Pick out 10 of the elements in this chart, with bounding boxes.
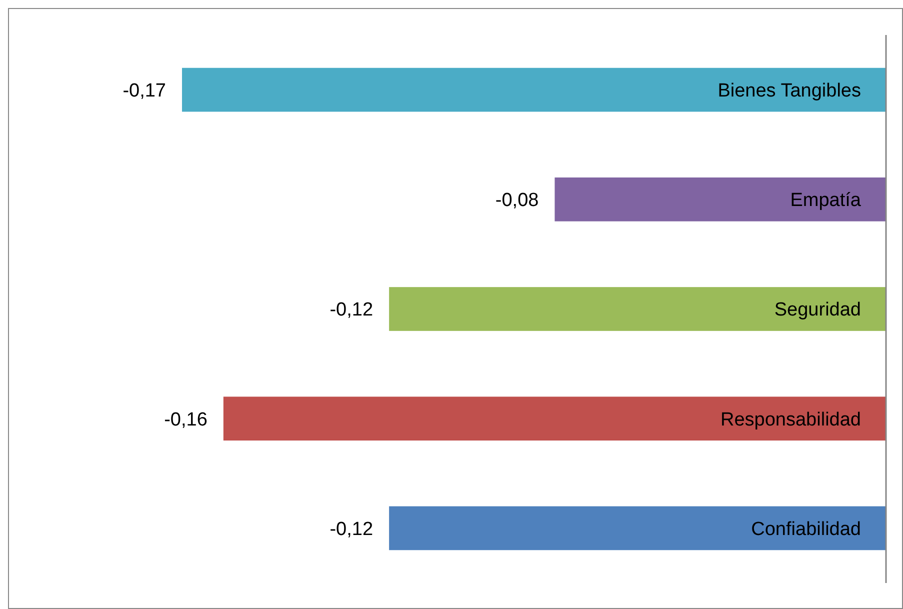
y-tick-label: Responsabilidad [720, 409, 861, 430]
data-label: -0,16 [164, 409, 208, 430]
data-label: -0,12 [330, 300, 374, 321]
y-tick-label: Seguridad [774, 300, 861, 321]
y-tick-label: Bienes Tangibles [718, 80, 861, 102]
data-label: -0,08 [495, 190, 539, 212]
data-label: -0,12 [330, 518, 374, 540]
data-label: -0,17 [122, 80, 166, 102]
y-tick-label: Empatía [790, 190, 862, 212]
y-tick-label: Confiabilidad [751, 518, 861, 540]
